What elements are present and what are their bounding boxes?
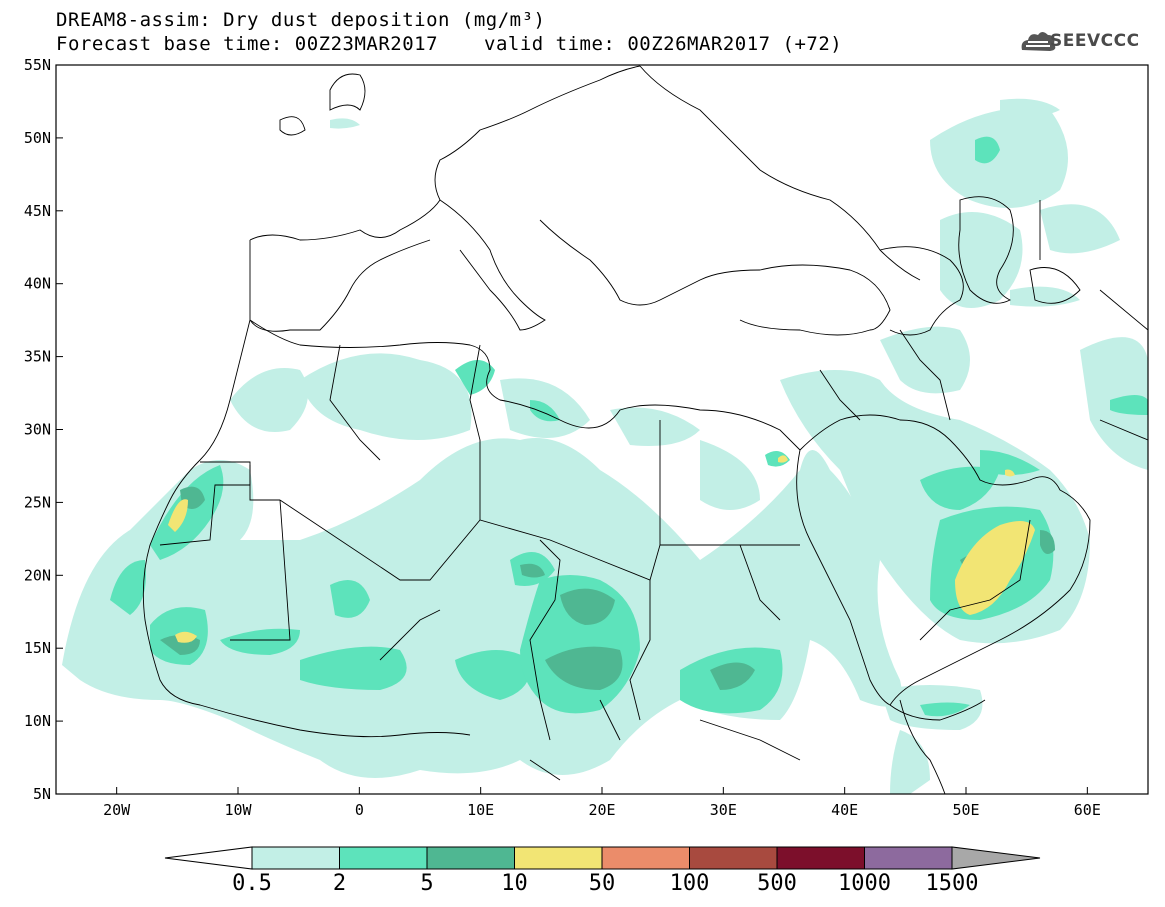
colorbar-bin (864, 846, 953, 870)
colorbar-bin (689, 846, 778, 870)
lon-tick-label: 20W (103, 801, 131, 819)
colorbar-bin (776, 846, 865, 870)
lat-tick-label: 50N (24, 129, 51, 147)
lon-tick-label: 20E (588, 801, 615, 819)
lat-tick-label: 5N (33, 785, 51, 803)
colorbar-label: 5 (420, 871, 434, 896)
axis-ticks: 20W 10W 0 10E 20E 30E 40E 50E 60E 55N 50N 45N 40N 35N… (24, 56, 1101, 819)
colorbar-bin (514, 846, 603, 870)
lat-tick-label: 25N (24, 493, 51, 511)
lat-tick-label: 45N (24, 202, 51, 220)
colorbar-bin (339, 846, 428, 870)
colorbar (164, 846, 1041, 870)
lon-tick-label: 10W (224, 801, 252, 819)
colorbar-label: 1500 (925, 871, 979, 896)
lon-tick-label: 10E (467, 801, 494, 819)
logo-text: SEEVCCC (1050, 31, 1140, 51)
colorbar-over-arrow (951, 846, 1041, 870)
colorbar-bin (601, 846, 690, 870)
colorbar-under-arrow (164, 846, 253, 870)
colorbar-label: 100 (669, 871, 710, 896)
colorbar-label: 0.5 (232, 871, 272, 896)
lon-tick-label: 60E (1074, 801, 1101, 819)
lon-tick-label: 50E (952, 801, 979, 819)
valid-time-label: valid time: 00Z26MAR2017 (+72) (484, 33, 843, 55)
colorbar-label: 10 (501, 871, 528, 896)
dust-level-10 (168, 455, 1035, 643)
colorbar-bin (426, 846, 515, 870)
lat-tick-label: 40N (24, 275, 51, 293)
colorbar-label: 500 (757, 871, 797, 896)
base-time-label: Forecast base time: 00Z23MAR2017 (56, 33, 439, 55)
lat-tick-label: 15N (24, 639, 51, 657)
coastlines-and-borders (142, 65, 1148, 794)
colorbar-label: 50 (588, 871, 616, 896)
forecast-times: Forecast base time: 00Z23MAR2017 valid ti… (56, 34, 842, 54)
lat-tick-label: 35N (24, 348, 51, 366)
dust-fields (62, 98, 1148, 794)
lat-tick-label: 30N (24, 421, 51, 439)
lat-tick-label: 20N (24, 566, 51, 584)
seevccc-logo-cloud-icon (1021, 32, 1056, 51)
lon-tick-label: 30E (710, 801, 737, 819)
lat-tick-label: 55N (24, 56, 51, 74)
lon-tick-label: 0 (355, 801, 364, 819)
lon-tick-label: 40E (831, 801, 858, 819)
map-title: DREAM8-assim: Dry dust deposition (mg/m³… (56, 9, 546, 31)
colorbar-bin (251, 846, 340, 870)
colorbar-label: 2 (332, 871, 347, 896)
colorbar-label: 1000 (838, 871, 891, 896)
lat-tick-label: 10N (24, 712, 51, 730)
